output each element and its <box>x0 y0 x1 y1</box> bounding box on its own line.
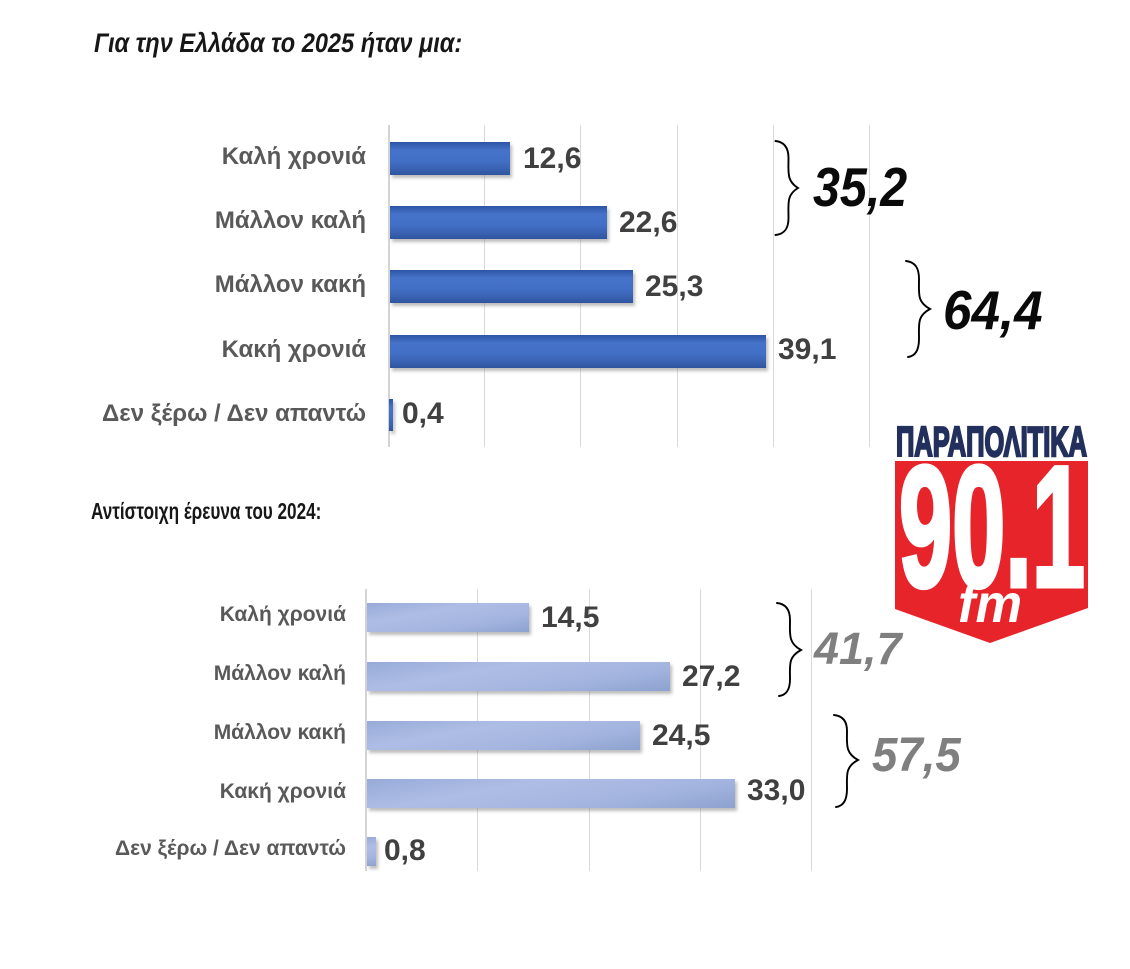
svg-text:fm: fm <box>958 574 1022 634</box>
svg-text:ΠΑΡΑΠΟΛΙΤΙΚΑ: ΠΑΡΑΠΟΛΙΤΙΚΑ <box>896 420 1087 465</box>
svg-text:90.1: 90.1 <box>899 431 1085 623</box>
